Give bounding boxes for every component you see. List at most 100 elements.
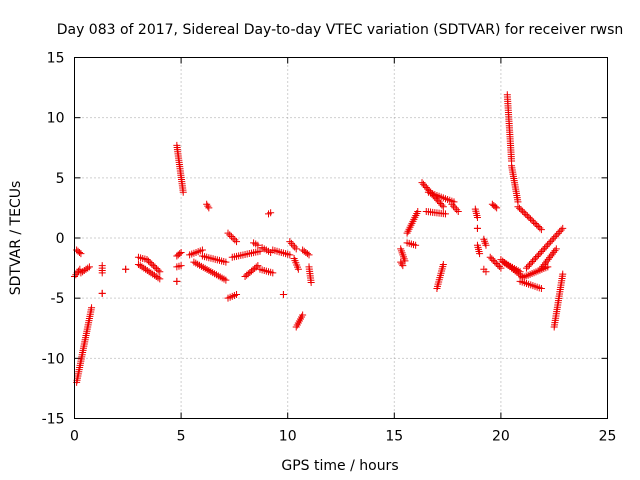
data-point [482, 268, 490, 276]
data-point [307, 279, 315, 287]
data-point [473, 224, 481, 232]
data-point [252, 263, 260, 271]
data-point [537, 264, 545, 272]
data-point [542, 243, 550, 251]
data-point [538, 248, 546, 256]
data-point [226, 231, 234, 239]
data-point [540, 261, 548, 269]
data-point [399, 262, 407, 270]
data-point [523, 212, 531, 220]
data-point [541, 244, 549, 252]
data-point [98, 289, 106, 297]
x-tick-label: 20 [492, 429, 510, 445]
data-point [222, 276, 230, 284]
data-point [418, 179, 426, 187]
y-axis-label: SDTVAR / TECUs [8, 181, 24, 296]
data-point [534, 223, 542, 231]
data-point [122, 265, 130, 273]
data-point [556, 228, 564, 236]
grid-lines [74, 57, 608, 419]
data-point [145, 257, 153, 265]
x-tick-label: 10 [279, 429, 297, 445]
data-point [508, 264, 516, 272]
data-point [177, 248, 185, 256]
data-point [513, 268, 521, 276]
data-point [203, 200, 211, 208]
data-point [205, 204, 213, 212]
data-point [537, 226, 545, 234]
data-point [482, 241, 490, 249]
data-point [553, 231, 561, 239]
data-point [401, 257, 409, 265]
data-point [509, 265, 517, 273]
data-point [536, 224, 544, 232]
data-point [151, 263, 159, 271]
data-point [279, 291, 287, 299]
data-point [491, 203, 499, 211]
data-point [530, 218, 538, 226]
data-point [525, 213, 533, 221]
data-point [497, 264, 505, 272]
data-point [156, 268, 164, 276]
data-point [552, 245, 560, 253]
data-point [548, 250, 556, 258]
data-point [537, 285, 545, 293]
data-point [84, 264, 92, 272]
data-point [305, 251, 313, 259]
data-point [77, 250, 85, 258]
data-point [294, 265, 302, 273]
data-point [535, 251, 543, 259]
data-point [527, 259, 535, 267]
data-point [515, 270, 523, 278]
data-point [142, 265, 150, 273]
data-point [439, 260, 447, 268]
data-point [441, 210, 449, 218]
data-point [493, 204, 501, 212]
data-point [267, 209, 275, 217]
y-tick-label: 10 [47, 111, 65, 127]
x-tick-label: 15 [385, 429, 403, 445]
data-point [502, 260, 510, 268]
data-point [544, 255, 552, 263]
data-point [98, 269, 106, 277]
data-point [269, 269, 277, 277]
data-point [145, 268, 153, 276]
data-point [398, 260, 406, 268]
data-point [476, 250, 484, 258]
data-point [224, 229, 232, 237]
data-point [148, 260, 156, 268]
data-point [136, 262, 144, 270]
data-point [140, 264, 148, 272]
data-point [504, 261, 512, 269]
data-point [449, 202, 457, 210]
data-point [254, 241, 262, 249]
data-point [544, 263, 552, 271]
data-point [559, 224, 567, 232]
data-point [414, 208, 422, 216]
data-point [533, 253, 541, 261]
data-point [550, 248, 558, 256]
data-point [532, 254, 540, 262]
data-point [176, 250, 184, 258]
data-point [488, 255, 496, 263]
data-point [138, 263, 146, 271]
data-points [71, 91, 567, 386]
data-point [533, 221, 541, 229]
data-point [419, 180, 427, 188]
data-point [529, 257, 537, 265]
x-tick-label: 25 [599, 429, 617, 445]
data-point [536, 249, 544, 257]
data-point [522, 264, 530, 272]
data-point [292, 245, 300, 253]
data-point [286, 238, 294, 246]
data-point [231, 236, 239, 244]
data-point [143, 256, 151, 264]
data-point [75, 248, 83, 256]
data-point [499, 257, 507, 265]
x-tick-label: 5 [177, 429, 186, 445]
data-point [227, 233, 235, 241]
data-point [287, 239, 295, 247]
chart-title: Day 083 of 2017, Sidereal Day-to-day VTE… [57, 22, 624, 38]
